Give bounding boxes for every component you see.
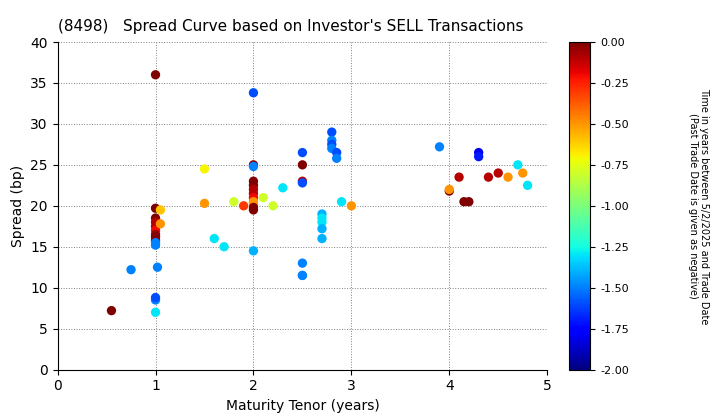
Point xyxy=(150,309,161,316)
Point xyxy=(444,186,455,193)
Point xyxy=(297,260,308,266)
Point xyxy=(238,202,249,209)
Point xyxy=(326,145,338,152)
Point xyxy=(522,182,534,189)
Point xyxy=(316,215,328,221)
Point xyxy=(218,243,230,250)
Point xyxy=(150,231,161,238)
Point xyxy=(150,223,161,230)
Point xyxy=(346,202,357,209)
Point xyxy=(482,174,494,181)
Point xyxy=(248,178,259,184)
Point xyxy=(155,220,166,227)
Point xyxy=(199,165,210,172)
Point xyxy=(150,227,161,234)
Point xyxy=(326,141,338,148)
Point xyxy=(248,198,259,205)
Point xyxy=(316,219,328,226)
Point xyxy=(297,272,308,279)
Point xyxy=(331,155,343,162)
Point xyxy=(248,161,259,168)
Point xyxy=(336,198,347,205)
Point xyxy=(458,198,469,205)
Point xyxy=(209,235,220,242)
Point xyxy=(454,174,465,181)
Point xyxy=(326,129,338,135)
Point xyxy=(473,149,485,156)
Point xyxy=(248,182,259,189)
Point xyxy=(277,184,289,191)
Point xyxy=(517,170,528,176)
Y-axis label: Spread (bp): Spread (bp) xyxy=(11,165,24,247)
Text: Time in years between 5/2/2025 and Trade Date
(Past Trade Date is given as negat: Time in years between 5/2/2025 and Trade… xyxy=(688,88,709,324)
Point xyxy=(125,266,137,273)
Point xyxy=(150,242,161,249)
Point xyxy=(512,161,523,168)
Point xyxy=(150,297,161,303)
Point xyxy=(248,186,259,193)
Point xyxy=(297,272,308,279)
Text: (8498)   Spread Curve based on Investor's SELL Transactions: (8498) Spread Curve based on Investor's … xyxy=(58,19,523,34)
Point xyxy=(258,194,269,201)
Point xyxy=(248,190,259,197)
Point xyxy=(463,198,474,205)
Point xyxy=(150,237,161,244)
Point xyxy=(326,137,338,144)
Point xyxy=(316,210,328,217)
Point xyxy=(316,235,328,242)
Point xyxy=(248,247,259,254)
Point xyxy=(150,234,161,240)
Point xyxy=(228,198,240,205)
Point xyxy=(199,200,210,207)
Point xyxy=(503,174,514,181)
Point xyxy=(248,204,259,211)
Point xyxy=(150,294,161,301)
Point xyxy=(150,71,161,78)
Point xyxy=(150,239,161,246)
Point xyxy=(248,89,259,96)
Point xyxy=(297,161,308,168)
Point xyxy=(297,179,308,186)
Point xyxy=(248,201,259,207)
Point xyxy=(155,207,166,213)
Point xyxy=(297,178,308,184)
Point xyxy=(248,207,259,213)
Point xyxy=(248,194,259,201)
Point xyxy=(492,170,504,176)
Point xyxy=(150,205,161,212)
Point xyxy=(150,215,161,221)
Point xyxy=(473,153,485,160)
Point xyxy=(331,149,343,156)
Point xyxy=(267,202,279,209)
Point xyxy=(433,144,445,150)
X-axis label: Maturity Tenor (years): Maturity Tenor (years) xyxy=(225,399,379,413)
Point xyxy=(150,219,161,226)
Point xyxy=(106,307,117,314)
Point xyxy=(316,226,328,232)
Point xyxy=(152,264,163,270)
Point xyxy=(444,188,455,194)
Point xyxy=(297,149,308,156)
Point xyxy=(248,163,259,170)
